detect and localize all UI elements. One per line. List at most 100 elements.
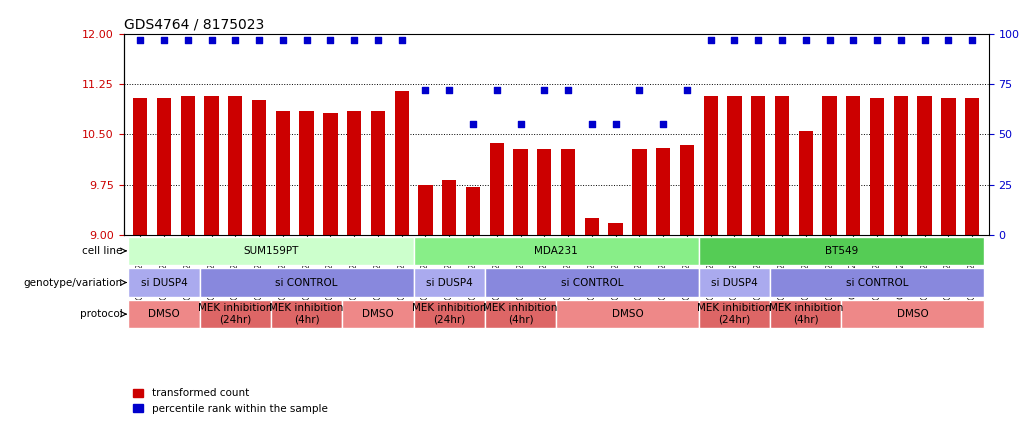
Text: MEK inhibition
(24hr): MEK inhibition (24hr) xyxy=(412,303,486,325)
Text: MEK inhibition
(4hr): MEK inhibition (4hr) xyxy=(483,303,557,325)
Point xyxy=(726,36,743,43)
Point xyxy=(560,87,577,93)
Point xyxy=(536,87,552,93)
Point xyxy=(584,121,600,128)
FancyBboxPatch shape xyxy=(342,300,414,328)
Point xyxy=(441,87,457,93)
FancyBboxPatch shape xyxy=(698,300,770,328)
Point xyxy=(512,121,528,128)
Point xyxy=(893,36,909,43)
Text: SUM159PT: SUM159PT xyxy=(243,246,299,256)
Text: si CONTROL: si CONTROL xyxy=(846,277,908,288)
FancyBboxPatch shape xyxy=(129,236,414,265)
Bar xyxy=(252,99,266,235)
Text: DMSO: DMSO xyxy=(363,309,393,319)
FancyBboxPatch shape xyxy=(200,300,271,328)
Text: DMSO: DMSO xyxy=(612,309,644,319)
Point xyxy=(251,36,268,43)
Text: MEK inhibition
(4hr): MEK inhibition (4hr) xyxy=(270,303,344,325)
Text: protocol: protocol xyxy=(79,309,123,319)
Point xyxy=(631,87,648,93)
FancyBboxPatch shape xyxy=(414,300,485,328)
Bar xyxy=(894,96,908,235)
Bar xyxy=(180,96,195,235)
FancyBboxPatch shape xyxy=(770,268,984,297)
Point xyxy=(322,36,339,43)
Text: MEK inhibition
(24hr): MEK inhibition (24hr) xyxy=(697,303,771,325)
Point xyxy=(299,36,315,43)
Point xyxy=(797,36,814,43)
Point xyxy=(821,36,837,43)
Point xyxy=(869,36,886,43)
Bar xyxy=(561,149,575,235)
FancyBboxPatch shape xyxy=(556,300,698,328)
FancyBboxPatch shape xyxy=(698,236,984,265)
Bar xyxy=(798,131,813,235)
Point xyxy=(370,36,386,43)
Point xyxy=(156,36,172,43)
Point xyxy=(275,36,291,43)
Text: si DUSP4: si DUSP4 xyxy=(425,277,473,288)
Bar xyxy=(538,149,551,235)
Bar xyxy=(229,96,242,235)
Bar xyxy=(394,91,409,235)
Point xyxy=(608,121,624,128)
FancyBboxPatch shape xyxy=(414,268,485,297)
FancyBboxPatch shape xyxy=(485,300,556,328)
Bar xyxy=(609,223,623,235)
Point xyxy=(488,87,505,93)
Bar xyxy=(466,187,480,235)
Point xyxy=(774,36,790,43)
Bar xyxy=(918,96,932,235)
Bar xyxy=(347,111,362,235)
Bar xyxy=(822,96,836,235)
Point xyxy=(917,36,933,43)
Point xyxy=(417,87,434,93)
Point xyxy=(750,36,766,43)
Text: MDA231: MDA231 xyxy=(535,246,578,256)
Point xyxy=(132,36,148,43)
Text: si CONTROL: si CONTROL xyxy=(560,277,623,288)
Bar xyxy=(965,98,980,235)
Point xyxy=(203,36,219,43)
Text: DMSO: DMSO xyxy=(148,309,180,319)
Point xyxy=(702,36,719,43)
Text: si CONTROL: si CONTROL xyxy=(275,277,338,288)
Text: BT549: BT549 xyxy=(825,246,858,256)
Bar xyxy=(276,111,290,235)
FancyBboxPatch shape xyxy=(770,300,842,328)
FancyBboxPatch shape xyxy=(414,236,698,265)
Bar xyxy=(133,98,147,235)
Bar xyxy=(371,111,385,235)
Bar xyxy=(847,96,860,235)
Bar xyxy=(656,148,671,235)
Bar xyxy=(418,185,433,235)
Text: MEK inhibition
(24hr): MEK inhibition (24hr) xyxy=(198,303,273,325)
Text: DMSO: DMSO xyxy=(897,309,929,319)
Point xyxy=(655,121,672,128)
Point xyxy=(227,36,243,43)
Text: GDS4764 / 8175023: GDS4764 / 8175023 xyxy=(124,17,264,31)
Bar xyxy=(941,98,956,235)
FancyBboxPatch shape xyxy=(842,300,984,328)
Text: si DUSP4: si DUSP4 xyxy=(711,277,758,288)
Text: genotype/variation: genotype/variation xyxy=(24,277,123,288)
Point xyxy=(179,36,196,43)
Text: si DUSP4: si DUSP4 xyxy=(141,277,187,288)
Bar xyxy=(870,98,884,235)
Point xyxy=(679,87,695,93)
Bar xyxy=(442,180,456,235)
FancyBboxPatch shape xyxy=(200,268,414,297)
Point xyxy=(964,36,981,43)
Bar xyxy=(489,143,504,235)
Bar xyxy=(585,218,599,235)
Point xyxy=(845,36,861,43)
Bar xyxy=(300,111,314,235)
FancyBboxPatch shape xyxy=(698,268,770,297)
Bar xyxy=(680,145,694,235)
Bar xyxy=(513,149,527,235)
Bar xyxy=(751,96,765,235)
Point xyxy=(393,36,410,43)
FancyBboxPatch shape xyxy=(271,300,342,328)
Legend: transformed count, percentile rank within the sample: transformed count, percentile rank withi… xyxy=(129,384,332,418)
